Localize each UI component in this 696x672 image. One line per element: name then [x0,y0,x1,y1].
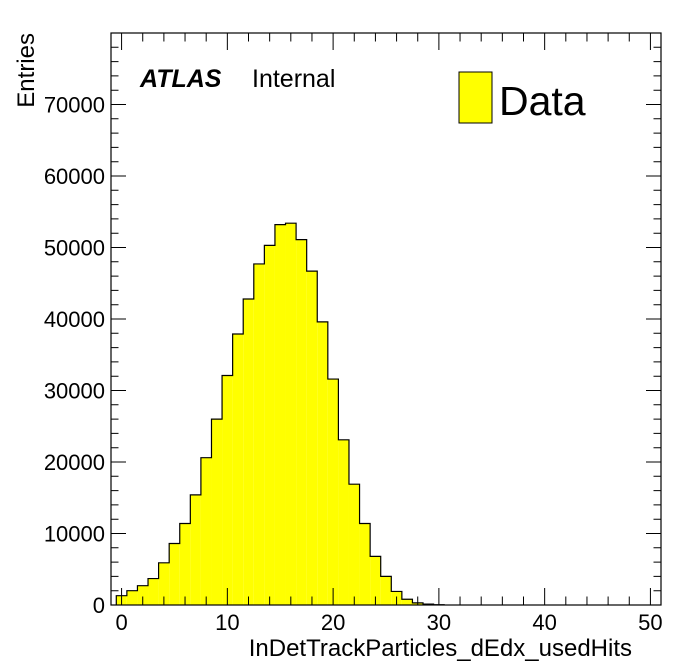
histogram-bar [359,523,371,605]
histogram-bar [148,578,159,605]
x-tick-labels: 0 10 20 30 40 50 [115,610,662,635]
y-tick-label: 70000 [44,93,105,118]
y-tick-label: 10000 [44,522,105,547]
y-tick-label: 50000 [44,236,105,261]
histogram-bar [317,321,328,605]
x-tick-label: 30 [427,610,451,635]
histogram-bar [222,375,233,605]
tick-marks [111,32,661,606]
histogram-bar [370,556,381,605]
histogram-bar [211,419,223,605]
y-tick-label: 0 [93,593,105,618]
histogram-bar [380,576,392,605]
histogram-bar [401,599,413,605]
histogram-bar [253,263,265,605]
histogram-bar [126,590,138,605]
histogram-bar [179,523,191,605]
histogram-bar [264,245,275,606]
internal-label: Internal [252,65,335,93]
histogram-bars [115,222,445,606]
legend: Data [458,71,586,124]
histogram-bar [190,494,201,605]
histogram-bar [137,585,149,605]
histogram-bar [232,334,244,605]
legend-swatch [458,71,493,124]
y-tick-label: 20000 [44,450,105,475]
histogram-bar [285,223,297,605]
histogram-bar [200,457,212,605]
histogram-bar [338,439,349,605]
x-tick-label: 10 [215,610,239,635]
histogram-bar [327,379,339,605]
histogram-bar [158,562,170,605]
y-tick-label: 30000 [44,379,105,404]
y-tick-label: 60000 [44,164,105,189]
x-axis-title: InDetTrackParticles_dEdx_usedHits [249,635,632,662]
y-axis-title: Entries [13,33,40,108]
histogram-bar [243,298,254,605]
histogram-bar [274,224,286,605]
x-tick-label: 40 [532,610,556,635]
histogram-bar [169,543,180,605]
histogram-bar [296,239,307,605]
atlas-label: ATLAS [139,65,222,93]
x-tick-label: 50 [638,610,662,635]
y-tick-label: 40000 [44,307,105,332]
histogram-bar [348,484,360,605]
axis-ticks [111,32,661,606]
histogram-bar [306,271,318,605]
x-tick-label: 0 [115,610,127,635]
y-tick-labels: 0 10000 20000 30000 40000 50000 60000 70000 [44,93,105,619]
x-tick-label: 20 [321,610,345,635]
histogram-outline [115,222,445,606]
legend-label-data: Data [499,78,586,124]
